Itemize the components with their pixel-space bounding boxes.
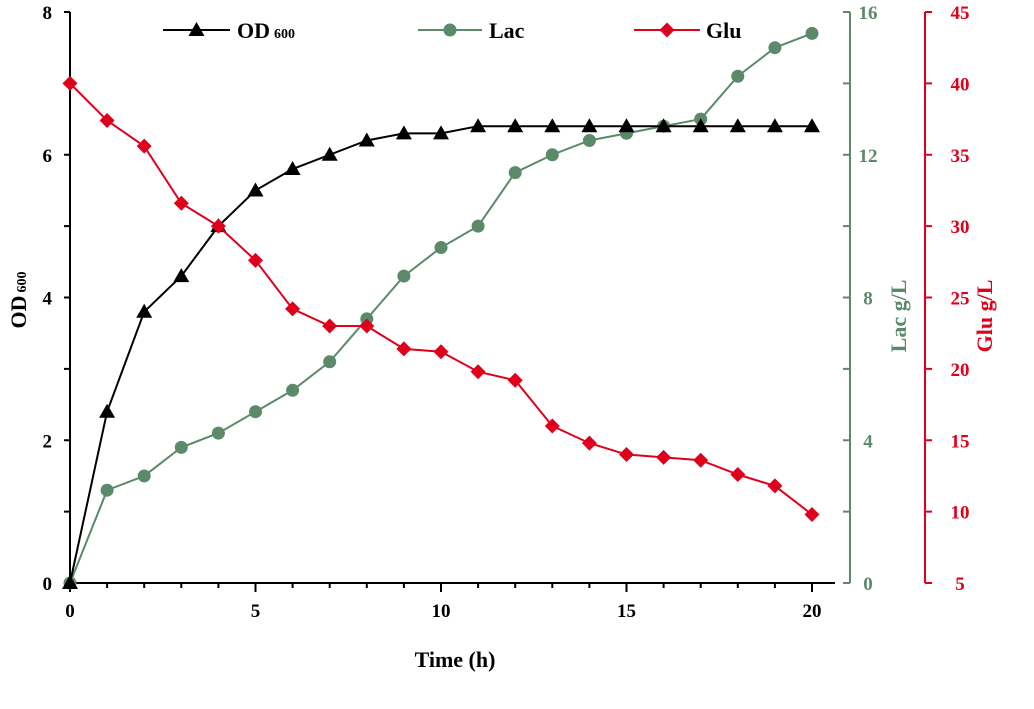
glu-point xyxy=(507,372,523,388)
glu-series xyxy=(62,75,820,522)
od-point xyxy=(62,575,78,589)
od-point xyxy=(395,125,412,140)
od-point xyxy=(247,182,264,197)
od-point xyxy=(618,118,635,133)
glu-point xyxy=(619,447,634,463)
glu-point xyxy=(359,318,375,334)
x-tick-label: 20 xyxy=(803,601,822,622)
lac-point xyxy=(508,166,522,180)
glu-tick-label: 40 xyxy=(951,74,970,95)
legend-label: Lac xyxy=(489,18,525,43)
glu-axis-title: Glu g/L xyxy=(972,280,997,353)
lac-point xyxy=(286,383,300,397)
left-tick-label: 0 xyxy=(43,574,53,595)
lac-point xyxy=(323,355,337,369)
glu-point xyxy=(396,341,412,357)
lac-series xyxy=(63,26,819,590)
lac-point xyxy=(768,41,782,55)
lac-tick-label: 16 xyxy=(859,3,878,24)
left-tick-label: 8 xyxy=(43,3,53,24)
lac-tick-label: 0 xyxy=(863,574,873,595)
legend-marker xyxy=(443,23,457,37)
od-point xyxy=(766,118,783,133)
lac-point xyxy=(249,405,262,419)
lac-point xyxy=(137,469,151,483)
od-point xyxy=(507,118,524,133)
glu-tick-label: 35 xyxy=(951,146,970,167)
glu-tick-label: 20 xyxy=(951,360,970,381)
x-tick-label: 10 xyxy=(432,601,451,622)
legend-marker xyxy=(188,22,205,36)
left-axis-title: OD600 xyxy=(6,272,31,329)
lac-point xyxy=(174,440,188,454)
glu-tick-label: 15 xyxy=(951,431,970,452)
legend-marker xyxy=(659,22,675,38)
glu-point xyxy=(285,301,301,317)
x-tick-label: 15 xyxy=(617,601,636,622)
od-point xyxy=(99,403,116,418)
glu-point xyxy=(322,318,338,334)
lac-point xyxy=(397,269,411,283)
glu-point xyxy=(136,138,152,154)
legend-label: OD 600 xyxy=(237,18,295,43)
glu-point xyxy=(581,435,597,451)
od-point xyxy=(729,118,746,133)
lac-point xyxy=(582,133,596,147)
lac-point xyxy=(100,483,114,497)
left-tick-label: 6 xyxy=(43,146,53,167)
glu-point xyxy=(433,344,449,360)
glu-point xyxy=(804,506,820,522)
od-point xyxy=(544,118,561,133)
glu-point xyxy=(62,75,78,91)
lac-tick-label: 4 xyxy=(863,431,873,452)
legend-label: Glu xyxy=(706,18,741,43)
lac-tick-label: 8 xyxy=(863,289,873,310)
od-point xyxy=(692,118,709,133)
legend-item-od: OD 600 xyxy=(163,18,295,43)
od-point xyxy=(804,118,820,133)
od-point xyxy=(173,268,190,283)
glu-tick-label: 10 xyxy=(951,503,970,524)
legend-item-glu: Glu xyxy=(634,18,741,43)
od-point xyxy=(321,146,338,161)
od-point xyxy=(581,118,598,133)
glu-point xyxy=(210,218,226,234)
od-point xyxy=(433,125,449,140)
glu-point xyxy=(767,478,783,494)
lac-point xyxy=(545,148,559,162)
od-point xyxy=(655,118,672,133)
od-point xyxy=(470,118,487,133)
od-point xyxy=(358,132,375,147)
lac-point xyxy=(211,426,225,440)
glu-point xyxy=(470,364,486,380)
glu-point xyxy=(730,467,746,483)
lac-point xyxy=(731,69,745,83)
od-series xyxy=(62,118,820,589)
x-tick-label: 0 xyxy=(65,601,75,622)
x-axis-title: Time (h) xyxy=(415,647,496,672)
od-point xyxy=(136,303,153,318)
lac-point xyxy=(471,219,485,233)
left-tick-label: 4 xyxy=(43,289,53,310)
glu-point xyxy=(248,252,263,268)
glu-tick-label: 5 xyxy=(955,574,965,595)
x-tick-label: 5 xyxy=(251,601,261,622)
glu-point xyxy=(693,452,709,468)
lac-point xyxy=(434,241,448,255)
left-tick-label: 2 xyxy=(43,431,53,452)
glu-point xyxy=(173,195,189,211)
lac-tick-label: 12 xyxy=(859,146,878,167)
glu-tick-label: 30 xyxy=(951,217,970,238)
glu-tick-label: 25 xyxy=(951,289,970,310)
glu-tick-label: 45 xyxy=(951,3,970,24)
lac-axis-title: Lac g/L xyxy=(886,280,911,353)
od-point xyxy=(284,161,301,176)
glu-point xyxy=(544,418,560,434)
glu-point xyxy=(656,449,672,465)
lac-point xyxy=(805,26,819,40)
glu-point xyxy=(99,112,115,128)
legend-item-lac: Lac xyxy=(418,18,525,43)
